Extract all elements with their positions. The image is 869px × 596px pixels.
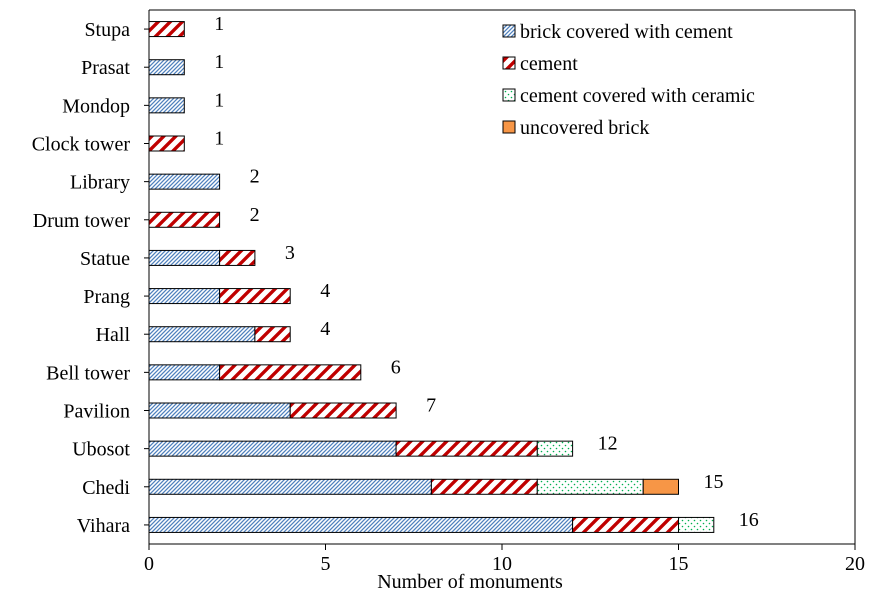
bar-segment-vihara-cement-covered-with-ceramic bbox=[678, 516, 715, 533]
total-label-hall: 4 bbox=[320, 318, 330, 340]
x-tick-label: 10 bbox=[492, 553, 512, 575]
total-label-bell-tower: 6 bbox=[391, 356, 401, 378]
category-label-statue: Statue bbox=[80, 248, 130, 270]
x-tick-label: 20 bbox=[845, 553, 865, 575]
bar-segment-statue-cement bbox=[219, 249, 256, 266]
x-axis-ticks: 0 5 10 15 20 bbox=[144, 544, 865, 575]
bar-segment-bell-tower-brick-covered-with-cement bbox=[148, 364, 221, 381]
bar-segment-prang-cement bbox=[219, 288, 291, 305]
bar-segment-chedi-cement-covered-with-ceramic bbox=[536, 478, 644, 495]
x-tick-label: 15 bbox=[669, 553, 689, 575]
legend-label-brick-covered-with-cement: brick covered with cement bbox=[520, 21, 733, 43]
bar-segment-chedi-cement bbox=[430, 478, 538, 495]
category-label-pavilion: Pavilion bbox=[63, 401, 130, 423]
total-label-vihara: 16 bbox=[739, 509, 759, 531]
bar-segment-clock-tower-cement bbox=[148, 135, 185, 152]
bar-segment-drum-tower-cement bbox=[148, 211, 221, 228]
category-label-drum-tower: Drum tower bbox=[33, 210, 131, 232]
total-label-pavilion: 7 bbox=[426, 395, 436, 417]
bar-segment-hall-cement bbox=[254, 326, 291, 343]
bar-segment-chedi-brick-covered-with-cement bbox=[148, 478, 432, 495]
legend-swatch-uncovered-brick bbox=[502, 120, 516, 134]
category-label-chedi: Chedi bbox=[82, 477, 130, 499]
total-label-mondop: 1 bbox=[214, 89, 224, 111]
category-label-prang: Prang bbox=[83, 286, 130, 308]
category-label-prasat: Prasat bbox=[81, 57, 130, 79]
legend-swatch-brick-covered-with-cement bbox=[502, 24, 516, 38]
x-tick-label: 0 bbox=[144, 553, 154, 575]
category-label-stupa: Stupa bbox=[84, 19, 130, 41]
bar-segment-ubosot-brick-covered-with-cement bbox=[148, 440, 397, 457]
bar-segment-ubosot-cement-covered-with-ceramic bbox=[536, 440, 574, 457]
category-label-ubosot: Ubosot bbox=[72, 439, 130, 461]
total-label-ubosot: 12 bbox=[598, 433, 618, 455]
category-label-library: Library bbox=[70, 172, 130, 194]
bar-segment-mondop-brick-covered-with-cement bbox=[148, 97, 185, 114]
category-label-vihara: Vihara bbox=[77, 515, 130, 537]
legend-label-cement: cement bbox=[520, 53, 578, 75]
bar-segment-hall-brick-covered-with-cement bbox=[148, 326, 256, 343]
bar-segment-prasat-brick-covered-with-cement bbox=[148, 59, 185, 76]
category-label-bell-tower: Bell tower bbox=[46, 362, 130, 384]
bar-segment-statue-brick-covered-with-cement bbox=[148, 249, 221, 266]
bar-series bbox=[148, 21, 715, 533]
total-label-prasat: 1 bbox=[214, 51, 224, 73]
total-label-statue: 3 bbox=[285, 242, 295, 264]
legend: brick covered with cement cement cement co… bbox=[502, 21, 755, 139]
total-label-chedi: 15 bbox=[704, 471, 724, 493]
bar-segment-vihara-brick-covered-with-cement bbox=[148, 516, 574, 533]
x-axis-title: Number of monuments bbox=[377, 571, 563, 593]
category-label-clock-tower: Clock tower bbox=[32, 134, 131, 156]
bar-segment-bell-tower-cement bbox=[219, 364, 362, 381]
category-label-hall: Hall bbox=[96, 324, 131, 346]
bar-segment-ubosot-cement bbox=[395, 440, 538, 457]
bar-segment-pavilion-brick-covered-with-cement bbox=[148, 402, 291, 419]
legend-swatch-cement bbox=[502, 56, 516, 70]
legend-swatch-cement-covered-with-ceramic bbox=[502, 88, 516, 102]
legend-label-cement-covered-with-ceramic: cement covered with ceramic bbox=[520, 85, 755, 107]
category-label-mondop: Mondop bbox=[62, 95, 130, 117]
bar-segment-stupa-cement bbox=[148, 21, 185, 38]
bar-segment-vihara-cement bbox=[572, 516, 679, 533]
total-label-prang: 4 bbox=[320, 280, 330, 302]
total-label-clock-tower: 1 bbox=[214, 128, 224, 150]
bar-segment-library-brick-covered-with-cement bbox=[148, 173, 221, 190]
total-label-drum-tower: 2 bbox=[250, 204, 260, 226]
bar-segment-pavilion-cement bbox=[289, 402, 397, 419]
legend-label-uncovered-brick: uncovered brick bbox=[520, 117, 649, 139]
total-label-library: 2 bbox=[250, 166, 260, 188]
total-label-stupa: 1 bbox=[214, 13, 224, 35]
bar-segment-prang-brick-covered-with-cement bbox=[148, 288, 221, 305]
y-axis-ticks: Stupa Prasat Mondop Clock tower Library Drum … bbox=[32, 19, 149, 537]
x-tick-label: 5 bbox=[321, 553, 331, 575]
bar-segment-chedi-uncovered-brick bbox=[642, 478, 680, 495]
